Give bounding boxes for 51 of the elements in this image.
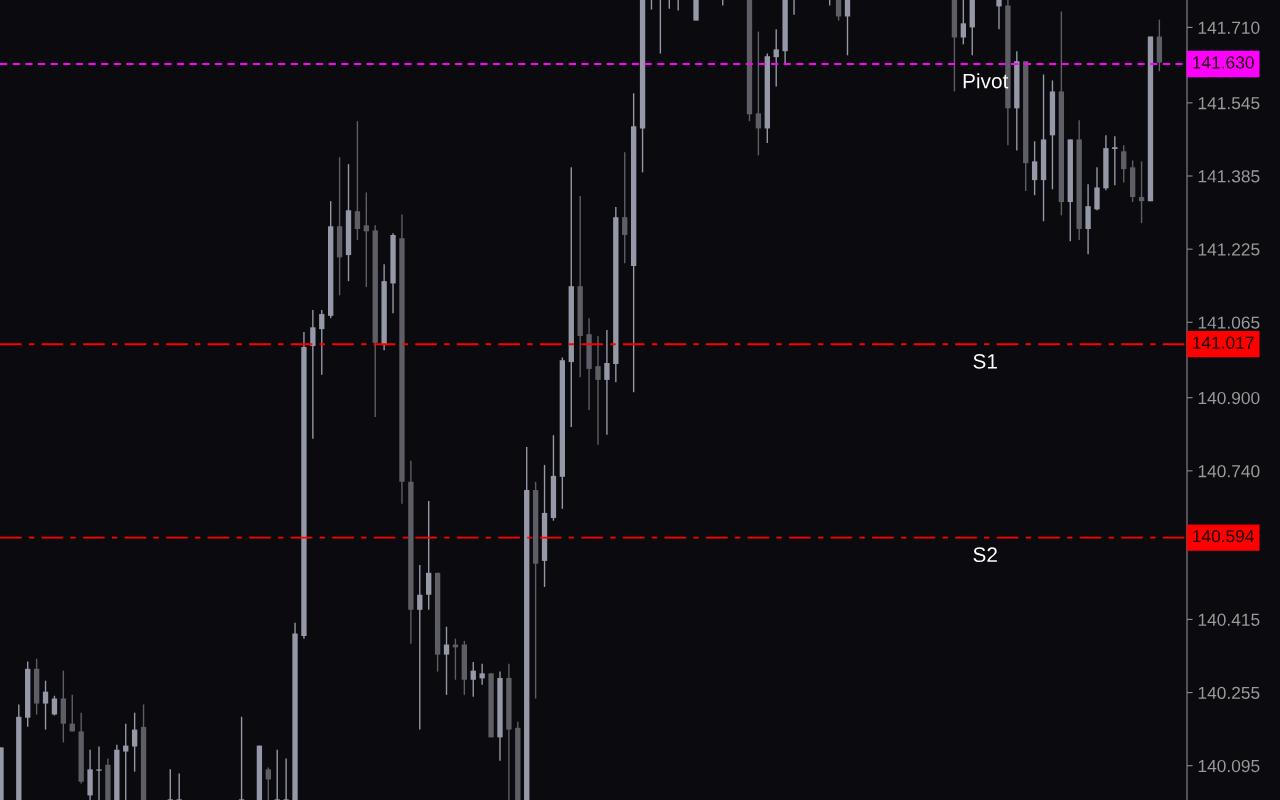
candlestick (131, 711, 138, 773)
ref-line-label: S2 (973, 547, 997, 563)
ref-line-label: S1 (973, 353, 997, 369)
candlestick (1121, 144, 1127, 184)
ref-line-label: Pivot (963, 73, 1009, 89)
candlestick (1031, 140, 1038, 196)
y-tick-label: 141.065 (1198, 316, 1260, 329)
candlestick (755, 30, 762, 157)
candlestick (1138, 160, 1145, 224)
candlestick (604, 329, 610, 436)
y-tick-label: 141.225 (1198, 243, 1260, 256)
candlestick (274, 749, 280, 800)
candlestick (319, 309, 325, 376)
y-tick-label: 140.095 (1198, 759, 1260, 773)
candlestick (176, 772, 182, 800)
candlestick (123, 722, 129, 800)
candlestick (693, 0, 699, 22)
y-tick-label: 141.385 (1198, 170, 1260, 183)
candlestick (363, 191, 369, 288)
candlestick (996, 0, 1002, 30)
candlestick (443, 626, 450, 696)
candlestick (426, 500, 432, 611)
candlestick (835, 0, 842, 22)
candlestick (470, 661, 476, 698)
candlestick (42, 679, 49, 731)
candlestick (167, 768, 173, 800)
candlestick (310, 309, 316, 440)
y-tick-label: 141.545 (1198, 97, 1260, 110)
candlestick (1085, 183, 1091, 255)
y-tick-label: 140.255 (1198, 686, 1260, 700)
candlestick (773, 28, 779, 88)
text: 140.594 (1193, 529, 1254, 543)
candlestick (622, 151, 628, 265)
candlestick (96, 745, 102, 800)
candlestick (354, 120, 361, 241)
y-tick-label: 141.710 (1198, 21, 1260, 34)
text: 141.630 (1193, 56, 1254, 69)
y-tick-label: 140.900 (1198, 391, 1260, 405)
candlestick (417, 564, 423, 731)
candlestick (960, 0, 967, 46)
text: 141.017 (1193, 336, 1254, 349)
candlestick (479, 663, 485, 686)
candlestick (283, 757, 289, 800)
candlestick (238, 716, 245, 800)
candlestick (265, 766, 271, 800)
candlestick (595, 335, 601, 446)
y-tick-label: 140.740 (1198, 465, 1260, 478)
candlestick (1094, 166, 1100, 211)
candlestick (1112, 135, 1118, 186)
y-tick-label: 140.415 (1198, 613, 1260, 626)
candlestick (844, 0, 851, 57)
